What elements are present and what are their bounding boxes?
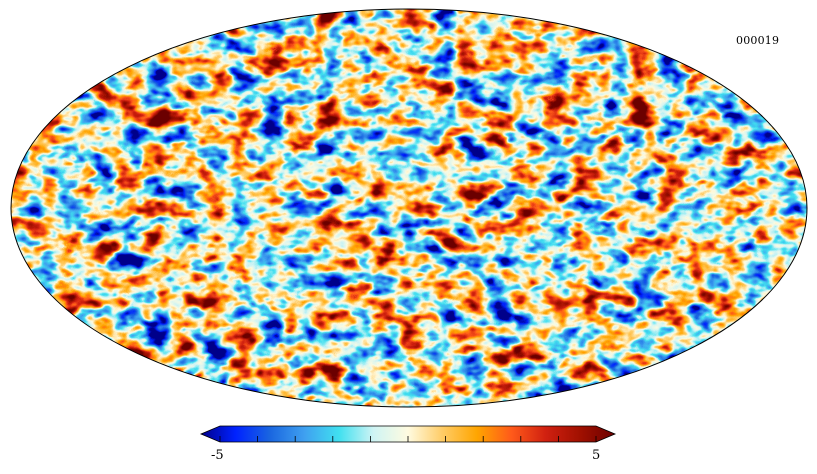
sky-map	[11, 9, 807, 407]
colorbar-min-label: -5	[211, 448, 224, 463]
sky-map-field	[11, 9, 807, 407]
map-id-label: 000019	[736, 34, 780, 47]
colorbar-max-label: 5	[592, 448, 601, 463]
sky-map-outline	[10, 8, 808, 408]
colorbar	[199, 425, 617, 443]
colorbar-ticks	[219, 436, 597, 442]
